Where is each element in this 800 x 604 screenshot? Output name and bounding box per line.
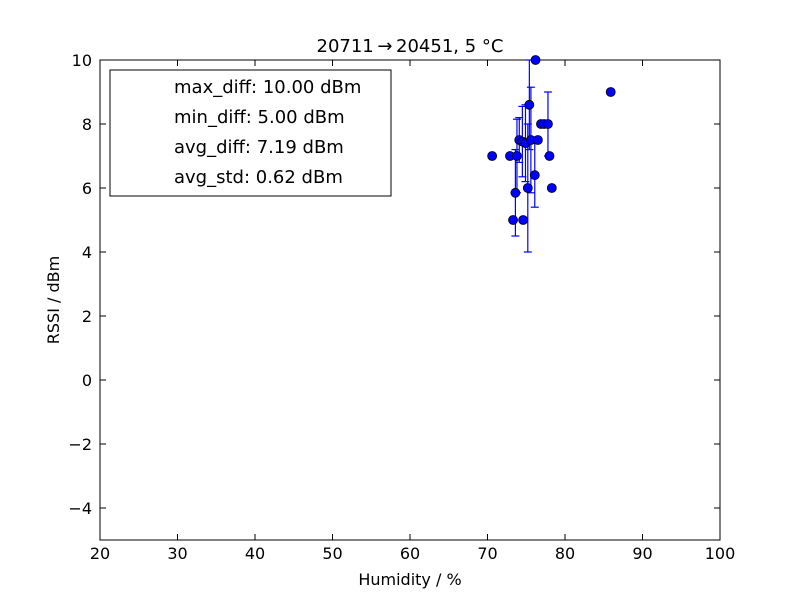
y-tick-label: 10 [72, 51, 92, 70]
x-tick-label: 30 [167, 544, 187, 563]
data-point [508, 215, 518, 225]
data-point [543, 119, 553, 129]
x-tick-label: 50 [322, 544, 342, 563]
y-tick-label: −2 [68, 435, 92, 454]
y-tick-label: 0 [82, 371, 92, 390]
x-tick-label: 40 [245, 544, 265, 563]
data-point [529, 170, 540, 181]
x-tick-label: 90 [632, 544, 652, 563]
y-tick-label: −4 [68, 499, 92, 518]
y-tick-label: 8 [82, 115, 92, 134]
data-points [487, 55, 616, 225]
x-axis-ticks: 20 30 40 50 60 70 80 90 100 [90, 60, 735, 563]
y-axis-ticks: −4 −2 0 2 4 6 8 10 [68, 51, 720, 518]
x-tick-label: 80 [555, 544, 575, 563]
data-point [518, 215, 529, 225]
y-tick-label: 4 [82, 243, 92, 262]
legend: max_diff: 10.00 dBm min_diff: 5.00 dBm a… [109, 69, 392, 197]
data-point [510, 187, 521, 198]
x-axis-label: Humidity / % [358, 570, 461, 589]
y-tick-label: 6 [82, 179, 92, 198]
data-point [546, 183, 557, 193]
data-point [524, 99, 535, 110]
x-tick-label: 100 [705, 544, 736, 563]
data-point [487, 151, 498, 161]
data-point [522, 183, 533, 193]
data-point [530, 55, 541, 65]
data-point [512, 151, 522, 161]
legend-entry-min-diff: min_diff: 5.00 dBm [174, 107, 345, 128]
data-point [605, 87, 616, 97]
legend-box [109, 69, 392, 197]
data-point [544, 151, 555, 161]
legend-entry-max-diff: max_diff: 10.00 dBm [174, 77, 361, 98]
chart-title: 20711 → 20451, 5 °C [317, 36, 504, 57]
legend-entry-avg-diff: avg_diff: 7.19 dBm [174, 137, 344, 158]
x-tick-label: 60 [400, 544, 420, 563]
x-tick-label: 20 [90, 544, 110, 563]
y-tick-label: 2 [82, 307, 92, 326]
data-point [532, 135, 543, 145]
x-tick-label: 70 [477, 544, 497, 563]
legend-entry-avg-std: avg_std: 0.62 dBm [174, 167, 343, 188]
y-axis-label: RSSI / dBm [44, 256, 63, 344]
